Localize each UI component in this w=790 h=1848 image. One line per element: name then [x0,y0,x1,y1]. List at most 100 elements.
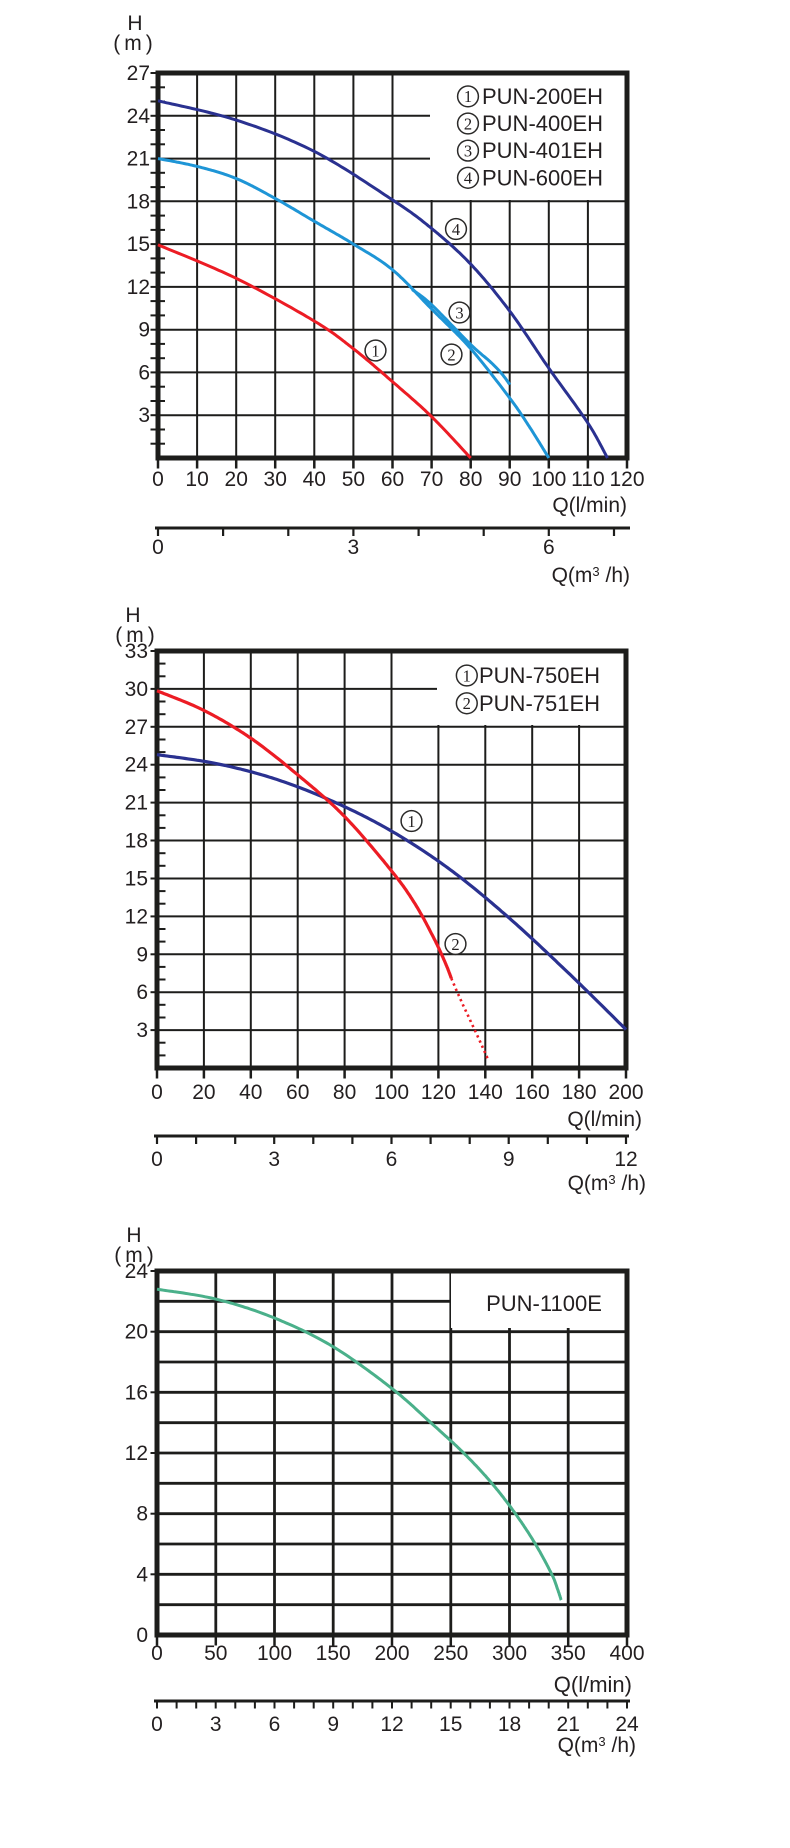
svg-text:3: 3 [210,1713,222,1736]
svg-text:50: 50 [342,468,365,491]
svg-text:24: 24 [615,1713,639,1736]
svg-text:100: 100 [531,468,566,491]
svg-text:9: 9 [503,1148,515,1171]
svg-text:0: 0 [151,1642,163,1665]
svg-text:24: 24 [125,754,149,777]
svg-text:120: 120 [421,1081,456,1104]
svg-text:H: H [126,1224,141,1247]
svg-text:70: 70 [420,468,443,491]
svg-text:PUN-600EH: PUN-600EH [482,165,603,190]
svg-text:40: 40 [239,1081,262,1104]
svg-text:21: 21 [125,792,148,815]
svg-text:Q(m3 /h): Q(m3 /h) [568,1172,646,1195]
svg-text:60: 60 [286,1081,309,1104]
svg-text:(m): (m) [115,624,158,647]
svg-text:18: 18 [498,1713,521,1736]
svg-text:400: 400 [609,1642,644,1665]
svg-text:6: 6 [269,1713,281,1736]
svg-text:3: 3 [136,1019,148,1042]
svg-text:1: 1 [407,812,415,831]
svg-text:27: 27 [127,62,150,85]
svg-text:12: 12 [125,905,148,928]
svg-text:2: 2 [464,114,472,133]
svg-text:160: 160 [515,1081,550,1104]
svg-text:90: 90 [498,468,521,491]
svg-text:20: 20 [225,468,248,491]
svg-text:2: 2 [447,345,455,364]
svg-text:120: 120 [609,468,644,491]
svg-text:180: 180 [562,1081,597,1104]
svg-text:50: 50 [204,1642,227,1665]
svg-text:200: 200 [608,1081,643,1104]
svg-text:250: 250 [433,1642,468,1665]
svg-text:21: 21 [127,148,150,171]
svg-text:0: 0 [151,1713,163,1736]
svg-text:Q(m3 /h): Q(m3 /h) [552,564,630,587]
svg-text:6: 6 [136,981,148,1004]
svg-text:18: 18 [125,830,148,853]
svg-text:PUN-751EH: PUN-751EH [479,691,600,716]
svg-text:80: 80 [459,468,482,491]
svg-text:2: 2 [451,935,459,954]
svg-text:12: 12 [614,1148,637,1171]
svg-text:6: 6 [543,536,555,559]
svg-text:1: 1 [464,87,472,106]
svg-text:10: 10 [185,468,208,491]
svg-text:9: 9 [327,1713,339,1736]
svg-text:150: 150 [316,1642,351,1665]
svg-text:0: 0 [151,1148,163,1171]
svg-text:12: 12 [125,1442,148,1465]
svg-text:3: 3 [348,536,360,559]
svg-text:Q(l/min): Q(l/min) [552,494,627,517]
svg-text:140: 140 [468,1081,503,1104]
svg-text:110: 110 [571,468,604,491]
svg-text:3: 3 [268,1148,280,1171]
svg-text:Q(m3 /h): Q(m3 /h) [558,1734,636,1757]
svg-text:100: 100 [374,1081,409,1104]
svg-text:4: 4 [452,220,460,239]
svg-text:30: 30 [125,678,148,701]
svg-text:80: 80 [333,1081,356,1104]
svg-text:PUN-750EH: PUN-750EH [479,663,600,688]
svg-text:(m): (m) [113,32,156,55]
svg-text:60: 60 [381,468,404,491]
svg-text:6: 6 [386,1148,398,1171]
svg-text:PUN-401EH: PUN-401EH [482,138,603,163]
svg-text:21: 21 [557,1713,580,1736]
svg-text:15: 15 [439,1713,462,1736]
svg-text:Q(l/min): Q(l/min) [567,1108,642,1131]
svg-text:(m): (m) [114,1244,157,1267]
svg-text:3: 3 [138,404,150,427]
svg-text:16: 16 [125,1381,148,1404]
svg-text:20: 20 [192,1081,215,1104]
svg-text:1: 1 [371,341,379,360]
svg-text:30: 30 [264,468,287,491]
svg-text:8: 8 [136,1503,148,1526]
svg-text:9: 9 [136,943,148,966]
svg-text:4: 4 [136,1563,148,1586]
svg-text:3: 3 [464,141,472,160]
svg-text:24: 24 [125,1260,149,1283]
svg-text:H: H [127,12,142,35]
svg-text:350: 350 [551,1642,586,1665]
svg-text:40: 40 [303,468,326,491]
svg-text:20: 20 [125,1321,148,1344]
svg-text:PUN-400EH: PUN-400EH [482,111,603,136]
svg-text:0: 0 [136,1624,148,1647]
svg-text:100: 100 [257,1642,292,1665]
svg-text:3: 3 [455,303,463,322]
svg-text:6: 6 [138,361,150,384]
svg-text:12: 12 [127,276,150,299]
svg-text:0: 0 [152,468,164,491]
svg-text:15: 15 [125,868,148,891]
svg-text:9: 9 [138,319,150,342]
svg-text:200: 200 [374,1642,409,1665]
svg-text:33: 33 [125,640,148,663]
svg-text:24: 24 [127,105,151,128]
svg-text:18: 18 [127,190,150,213]
svg-text:1: 1 [463,666,471,685]
svg-text:15: 15 [127,233,150,256]
svg-text:12: 12 [380,1713,403,1736]
svg-text:0: 0 [151,1081,163,1104]
svg-text:27: 27 [125,716,148,739]
